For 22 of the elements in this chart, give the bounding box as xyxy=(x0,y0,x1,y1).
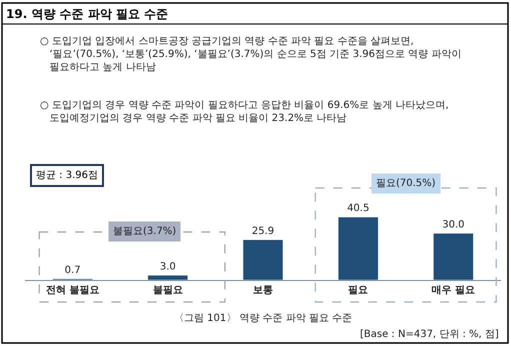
bar xyxy=(338,216,378,280)
text: 필요(70.5%) xyxy=(376,178,436,189)
data-label: 3.0 xyxy=(160,261,176,272)
data-label: 0.7 xyxy=(64,264,81,276)
annotation: 불필요(3.7%) xyxy=(113,226,176,237)
x-tick-label: 매우 필요 xyxy=(432,285,476,296)
x-tick-label: 전혀 불필요 xyxy=(46,285,100,296)
bar xyxy=(242,240,284,280)
bar xyxy=(433,233,474,280)
data-label: 25.9 xyxy=(252,226,274,237)
text: 평균 : 3.96점 xyxy=(36,170,98,181)
x-tick-label: 보통 xyxy=(253,285,273,296)
data-label: 40.5 xyxy=(347,203,370,214)
chart-title: 19. 역량 수준 파악 필요 수준 xyxy=(6,7,168,22)
bar xyxy=(148,275,188,280)
text: [Base : N=437, 단위 : %, 점] xyxy=(360,329,499,340)
x-tick-label: 불필요 xyxy=(152,285,183,296)
data-label: 30.0 xyxy=(442,219,465,230)
text: 〈그림 101〉 역량 수준 파악 필요 수준 xyxy=(174,313,352,324)
text: ○ 도입기업 입장에서 스마트공장 공급기업의 역량 수준 파악 필요 수준을 살펴보면, ‘필요’(70.5%), ‘보통’(25.9%), ‘불필요’(3.7%)의 순으로 5점 기준 3.96점으로 역량 파악이 필요하다고 높게 나타남 xyxy=(40,36,462,73)
text: ○ 도입기업의 경우 역량 수준 파악이 필요하다고 응답한 비율이 69.6%로 높게 나타났으며, 도입예정기업의 경우 역량 수준 파악 필요 비율이 23.2%로 나타남 xyxy=(40,100,449,124)
x-tick-label: 필요 xyxy=(348,285,368,296)
